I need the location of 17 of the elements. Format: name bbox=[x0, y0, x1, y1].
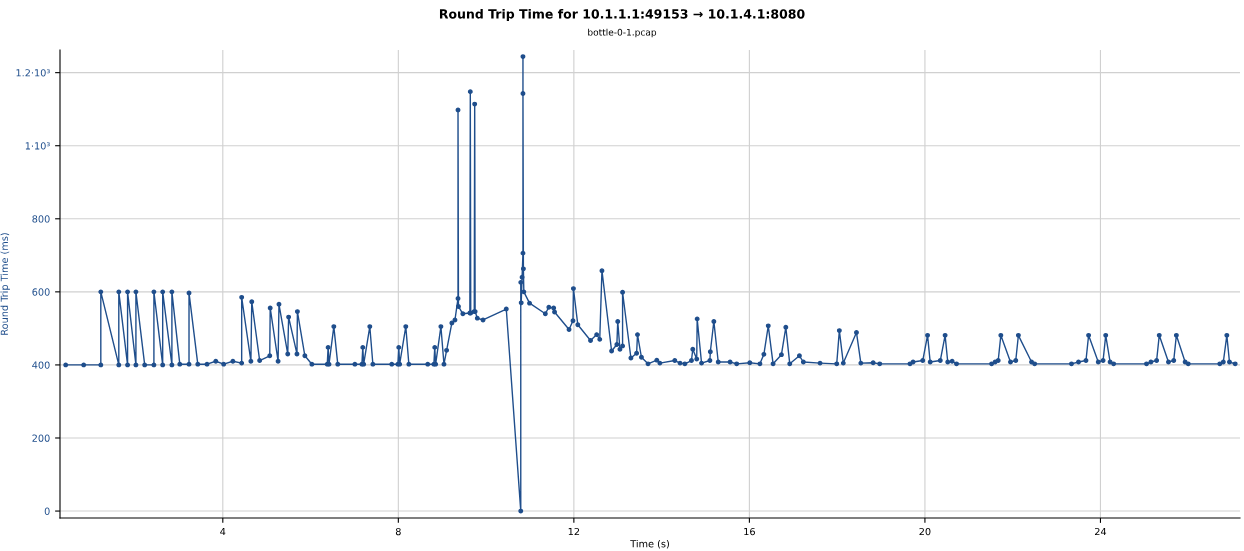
x-tick-label: 12 bbox=[568, 527, 580, 536]
y-tick-label: 800 bbox=[32, 215, 50, 223]
x-tick-label: 24 bbox=[1094, 527, 1107, 536]
x-tick-label: 16 bbox=[744, 527, 755, 536]
chart-title: Round Trip Time for 10.1.1.1:49153 → 10.1.4.1:8080 bbox=[439, 8, 805, 22]
x-axis-title: Time (s) bbox=[630, 539, 669, 549]
y-axis-title: Round Trip Time (ms) bbox=[0, 233, 10, 335]
chart-subtitle: bottle-0-1.pcap bbox=[588, 28, 657, 38]
y-tick-label: 1.2·10³ bbox=[16, 69, 50, 77]
x-tick-label: 20 bbox=[919, 527, 931, 536]
y-tick-label: 200 bbox=[32, 434, 50, 442]
x-tick-label: 8 bbox=[395, 527, 401, 536]
y-tick-label: 1·10³ bbox=[25, 142, 50, 150]
y-tick-label: 400 bbox=[32, 361, 50, 369]
x-tick-label: 4 bbox=[220, 528, 226, 536]
y-tick-label: 0 bbox=[44, 507, 50, 515]
y-tick-label: 600 bbox=[32, 288, 50, 296]
